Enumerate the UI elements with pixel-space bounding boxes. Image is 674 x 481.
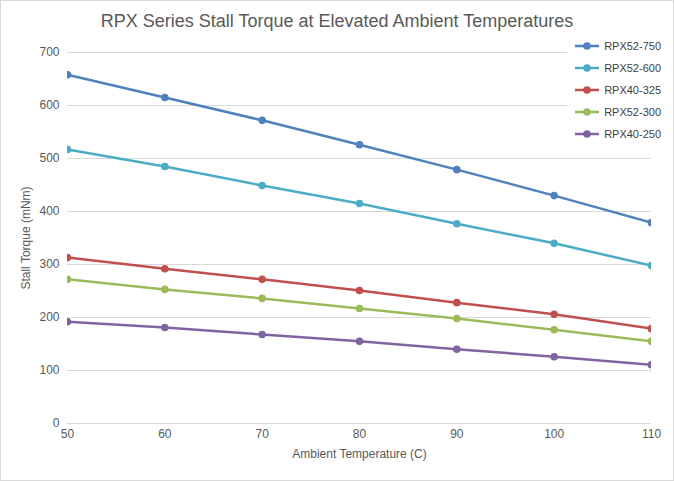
svg-text:80: 80 [353,427,367,441]
svg-text:400: 400 [39,204,59,218]
svg-text:100: 100 [544,427,564,441]
svg-text:50: 50 [61,427,75,441]
svg-text:300: 300 [39,257,59,271]
svg-text:600: 600 [39,98,59,112]
svg-text:60: 60 [158,427,172,441]
html-text:RPX52-600: RPX52-600 [604,62,661,74]
html-text:RPX40-250: RPX40-250 [604,128,661,140]
svg-text:100: 100 [39,363,59,377]
svg-text:90: 90 [450,427,464,441]
svg-text:0: 0 [53,416,60,430]
html-text:RPX52-750: RPX52-750 [604,40,661,52]
html-text:RPX40-325: RPX40-325 [604,84,661,96]
html-text:RPX Series Stall Torque at Ele: RPX Series Stall Torque at Elevated Ambi… [100,11,574,31]
html-text:RPX52-300: RPX52-300 [604,106,661,118]
svg-text:Ambient Temperature (C): Ambient Temperature (C) [292,447,427,461]
svg-text:200: 200 [39,310,59,324]
svg-text:70: 70 [255,427,269,441]
svg-text:110: 110 [642,427,661,441]
svg-text:Stall Torque (mNm): Stall Torque (mNm) [19,186,33,289]
svg-text:500: 500 [39,151,59,165]
svg-text:700: 700 [39,45,59,59]
